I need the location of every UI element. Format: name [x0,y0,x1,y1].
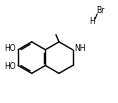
Text: NH: NH [74,44,86,53]
Text: H: H [90,16,95,26]
Text: HO: HO [4,62,16,71]
Text: HO: HO [4,44,16,53]
Text: Br: Br [97,6,105,15]
